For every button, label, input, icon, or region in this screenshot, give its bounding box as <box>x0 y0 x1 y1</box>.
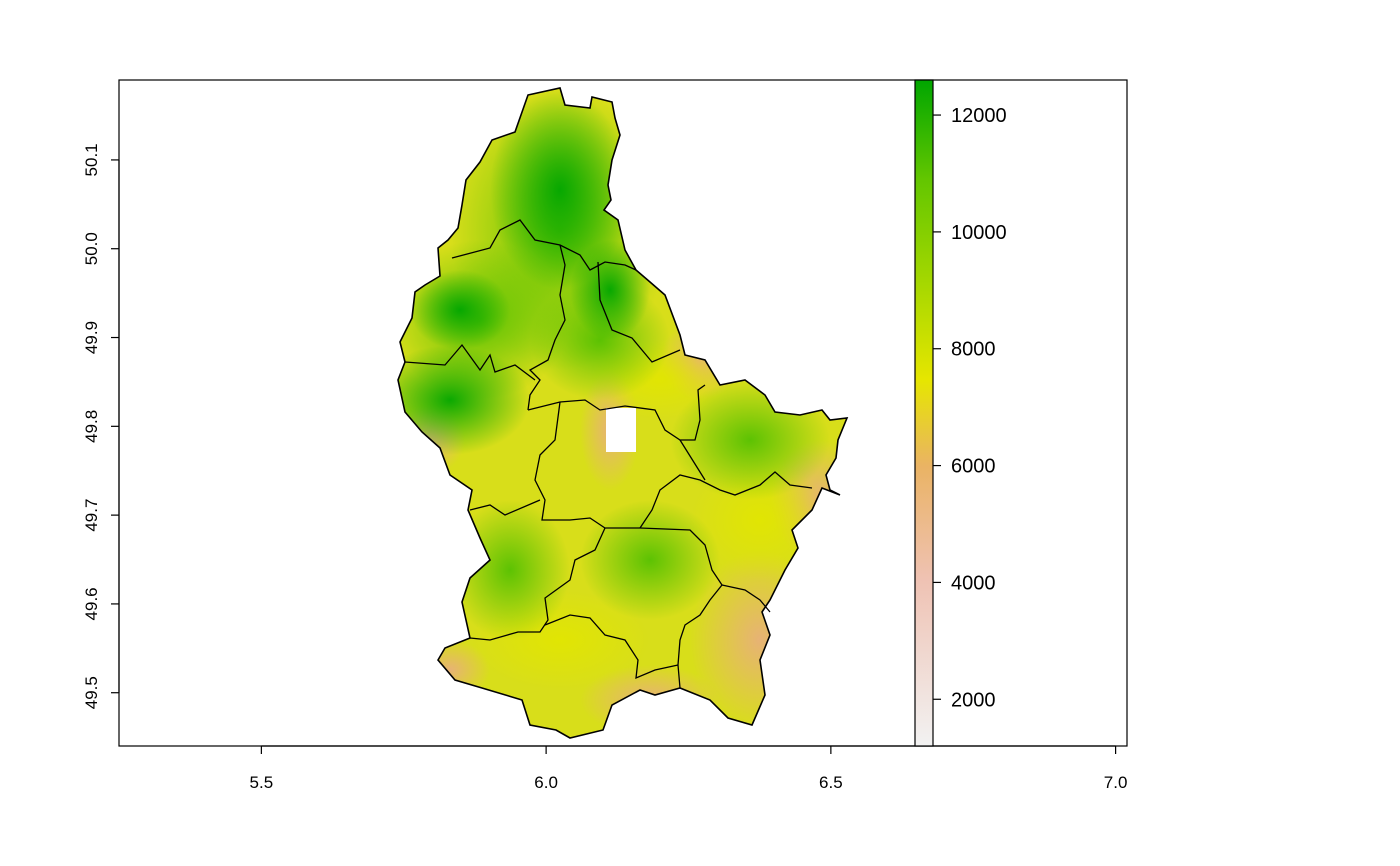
legend-tick-label: 6000 <box>951 456 996 478</box>
y-tick-label: 50.1 <box>82 143 101 176</box>
legend-tick-label: 2000 <box>951 689 996 711</box>
y-tick-label: 49.9 <box>82 321 101 354</box>
district-boundary-south-2 <box>469 527 606 641</box>
y-tick-label: 49.6 <box>82 587 101 620</box>
country-outline <box>397 87 849 739</box>
district-boundary-southeast <box>721 584 771 613</box>
y-tick-label: 49.7 <box>82 499 101 532</box>
district-boundary-west <box>404 343 536 381</box>
district-boundary-center-3 <box>639 471 813 529</box>
legend-tick-label: 8000 <box>951 339 996 361</box>
district-boundary-center <box>527 384 706 441</box>
district-boundary-north-3 <box>597 261 681 363</box>
x-tick-label: 7.0 <box>1104 773 1128 792</box>
legend-ticks: 2000 4000 6000 8000 10000 12000 <box>933 105 1007 711</box>
x-axis: 5.5 6.0 6.5 7.0 <box>250 745 1128 792</box>
district-boundary-north-2 <box>527 244 566 411</box>
y-tick-label: 49.5 <box>82 676 101 709</box>
district-boundary-south <box>469 499 541 516</box>
district-boundary-center-2 <box>534 401 640 529</box>
legend-tick-label: 12000 <box>951 105 1007 127</box>
district-boundary-south-4 <box>544 614 679 680</box>
district-boundaries <box>404 219 813 689</box>
y-axis: 49.5 49.6 49.7 49.8 49.9 50.0 50.1 <box>82 143 120 709</box>
legend-tick-label: 4000 <box>951 572 996 594</box>
district-boundary-east <box>679 439 706 481</box>
district-boundary-south-3 <box>639 527 723 689</box>
legend-tick-label: 10000 <box>951 222 1007 244</box>
x-tick-label: 6.0 <box>534 773 558 792</box>
x-tick-label: 5.5 <box>250 773 274 792</box>
y-tick-label: 49.8 <box>82 410 101 443</box>
legend: 2000 4000 6000 8000 10000 12000 <box>914 79 1007 747</box>
y-tick-label: 50.0 <box>82 232 101 265</box>
x-tick-label: 6.5 <box>819 773 843 792</box>
legend-color-ramp <box>914 79 934 747</box>
